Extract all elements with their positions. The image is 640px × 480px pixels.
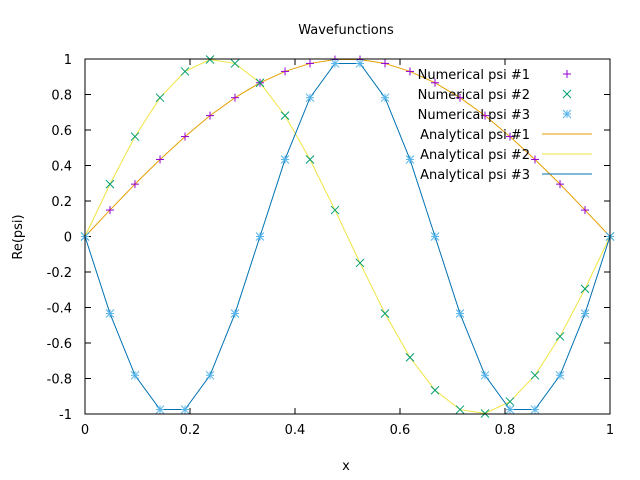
data-point — [455, 309, 465, 318]
data-point — [280, 155, 290, 164]
data-point — [330, 59, 340, 68]
data-point — [280, 111, 290, 120]
y-tick-label: 1 — [64, 53, 72, 68]
data-point — [230, 309, 240, 318]
legend-label: Numerical psi #1 — [418, 68, 530, 83]
data-point — [155, 93, 165, 103]
data-point — [105, 179, 115, 189]
data-point — [580, 309, 590, 318]
series-line-analytical-psi-1 — [84, 59, 611, 237]
legend-label: Numerical psi #2 — [418, 88, 530, 103]
data-point — [130, 132, 140, 141]
tick-layer: 0 0.2 0.4 0.6 0.8 1 -1 -0.8 -0.6 -0.4 -0.2 0 0.2 0.4 0… — [47, 53, 615, 438]
data-point — [205, 55, 215, 64]
data-point — [455, 405, 465, 414]
data-point — [530, 370, 540, 380]
data-point — [105, 206, 114, 215]
x-tick-label: 0 — [81, 423, 89, 438]
data-point — [180, 67, 190, 76]
y-tick-label: 0.2 — [51, 195, 72, 210]
data-point — [255, 232, 265, 241]
series-lines-layer — [84, 59, 611, 414]
data-point — [306, 59, 315, 68]
y-tick-label: -0.6 — [47, 337, 72, 352]
data-point — [580, 284, 590, 294]
x-tick-label: 0.6 — [390, 423, 411, 438]
legend-label: Analytical psi #2 — [420, 148, 530, 163]
y-tick-label: -0.8 — [47, 373, 72, 388]
x-tick-label: 0.4 — [285, 423, 306, 438]
data-point — [355, 258, 365, 268]
data-point — [480, 409, 490, 418]
y-tick-label: -0.4 — [47, 302, 72, 317]
data-point — [105, 309, 115, 318]
y-tick-label: 0 — [64, 231, 72, 246]
data-point — [355, 59, 365, 68]
data-point — [405, 155, 415, 164]
legend-label: Analytical psi #3 — [420, 168, 530, 183]
x-axis-label: x — [342, 459, 350, 474]
data-point — [281, 67, 290, 76]
data-point — [530, 405, 540, 414]
data-point — [180, 405, 190, 414]
y-tick-label: -1 — [59, 408, 72, 423]
data-point — [430, 232, 440, 241]
data-point — [130, 180, 139, 189]
plot-frame — [84, 58, 611, 415]
data-point — [330, 205, 340, 215]
data-point — [380, 59, 389, 68]
y-axis-label: Re(psi) — [11, 214, 26, 259]
data-point — [230, 59, 240, 68]
data-point — [555, 332, 565, 341]
y-tick-label: 0.6 — [51, 124, 72, 139]
x-tick-label: 0.8 — [495, 423, 516, 438]
data-point — [405, 67, 414, 76]
data-point — [505, 405, 515, 414]
data-point — [480, 370, 490, 380]
data-point — [181, 132, 190, 141]
data-point — [430, 385, 440, 395]
data-point — [130, 370, 140, 380]
data-point — [155, 405, 165, 414]
legend-marker-sample — [562, 109, 572, 119]
data-point — [305, 155, 315, 164]
y-tick-label: 0.4 — [51, 160, 72, 175]
legend-label: Analytical psi #1 — [420, 128, 530, 143]
data-point — [205, 370, 215, 380]
chart-title: Wavefunctions — [298, 23, 394, 38]
data-point — [555, 370, 565, 380]
legend-marker-sample — [562, 89, 572, 99]
data-point — [505, 397, 515, 406]
series-line-analytical-psi-2 — [84, 59, 611, 414]
data-point — [230, 93, 239, 102]
x-tick-label: 0.2 — [180, 423, 201, 438]
y-tick-label: -0.2 — [47, 266, 72, 281]
data-point — [380, 93, 390, 103]
data-point — [480, 111, 489, 120]
legend: Numerical psi #1 Numerical psi #2 Numerica… — [418, 68, 592, 183]
data-point — [206, 111, 215, 120]
data-point — [431, 78, 440, 87]
x-tick-label: 1 — [606, 423, 614, 438]
legend-marker-sample — [563, 70, 571, 78]
data-point — [505, 132, 514, 141]
y-tick-label: 0.8 — [51, 89, 72, 104]
data-point — [156, 155, 165, 164]
series-points-numerical-psi-2 — [80, 55, 615, 418]
data-point — [305, 93, 315, 103]
series-line-analytical-psi-3 — [84, 62, 611, 411]
data-point — [405, 353, 415, 362]
data-point — [380, 309, 390, 318]
data-point — [456, 93, 465, 102]
legend-label: Numerical psi #3 — [418, 108, 530, 123]
data-point — [530, 155, 539, 164]
data-point — [581, 206, 590, 215]
data-point — [255, 78, 265, 88]
data-point — [556, 180, 565, 189]
